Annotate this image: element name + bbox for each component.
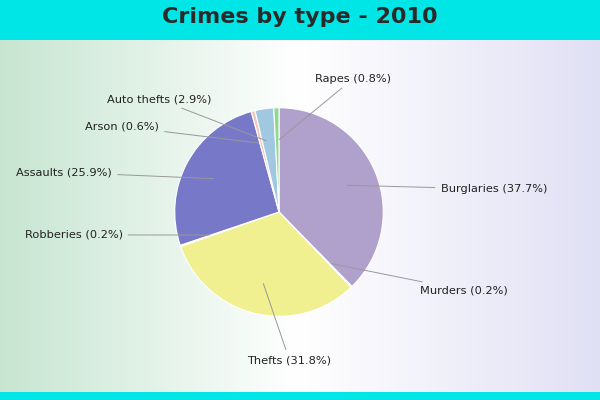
Bar bbox=[0, 392, 600, 400]
Wedge shape bbox=[175, 112, 279, 245]
Text: Crimes by type - 2010: Crimes by type - 2010 bbox=[162, 7, 438, 27]
Text: City-Data.com: City-Data.com bbox=[510, 46, 595, 58]
Text: Auto thefts (2.9%): Auto thefts (2.9%) bbox=[107, 94, 266, 141]
Text: Thefts (31.8%): Thefts (31.8%) bbox=[247, 284, 331, 365]
Text: Arson (0.6%): Arson (0.6%) bbox=[85, 122, 259, 143]
Wedge shape bbox=[274, 108, 279, 212]
Text: Murders (0.2%): Murders (0.2%) bbox=[331, 264, 508, 295]
Wedge shape bbox=[255, 108, 279, 212]
Wedge shape bbox=[251, 110, 279, 212]
Text: Rapes (0.8%): Rapes (0.8%) bbox=[280, 74, 391, 139]
Wedge shape bbox=[279, 108, 383, 286]
Wedge shape bbox=[180, 212, 279, 246]
Text: Robberies (0.2%): Robberies (0.2%) bbox=[25, 230, 209, 240]
Wedge shape bbox=[279, 212, 352, 287]
Bar bbox=[0, 0, 600, 40]
Wedge shape bbox=[181, 212, 351, 316]
Text: Assaults (25.9%): Assaults (25.9%) bbox=[16, 167, 214, 179]
Text: Burglaries (37.7%): Burglaries (37.7%) bbox=[347, 184, 547, 194]
